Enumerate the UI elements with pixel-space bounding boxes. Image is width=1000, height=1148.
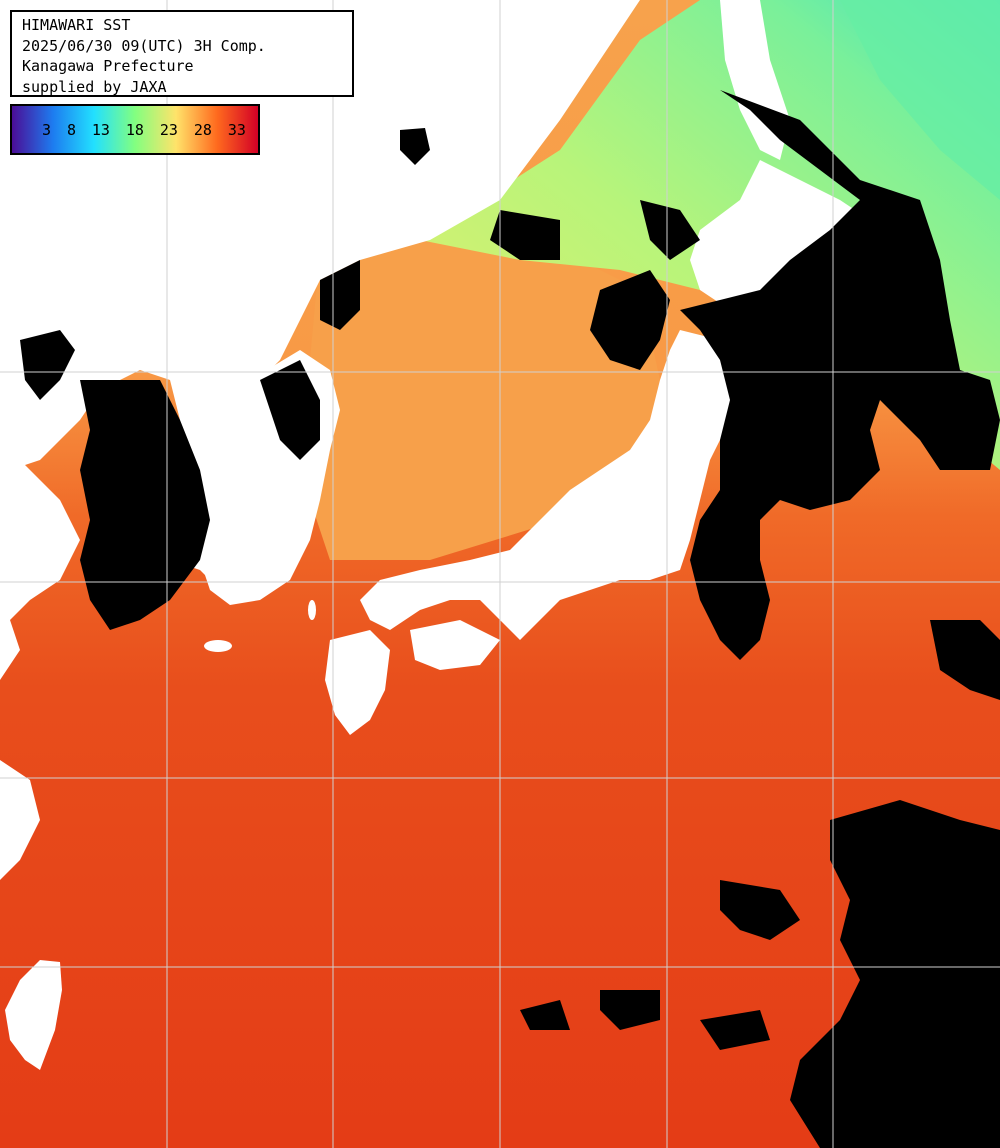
land-honshu (360, 330, 740, 640)
sea-of-japan (300, 230, 660, 560)
info-box: HIMAWARI SST 2025/06/30 09(UTC) 3H Comp.… (10, 10, 354, 97)
colorbar-label: 23 (159, 120, 178, 139)
map-datetime: 2025/06/30 09(UTC) 3H Comp. (22, 36, 266, 55)
land-jeju (204, 640, 232, 652)
colorbar-label: 8 (66, 120, 76, 139)
okhotsk-cool-water (840, 0, 1000, 200)
land-shikoku (410, 620, 500, 670)
land-taiwan (5, 960, 62, 1070)
land-tsushima (308, 600, 316, 620)
land-kyushu (325, 630, 390, 735)
colorbar-label: 28 (193, 120, 212, 139)
map-title: HIMAWARI SST (22, 16, 131, 34)
land-china-coast (0, 460, 80, 880)
map-credit: supplied by JAXA (22, 77, 167, 96)
colorbar-label: 3 (41, 120, 51, 139)
colorbar-label: 33 (227, 120, 246, 139)
land-hokkaido (690, 160, 870, 310)
colorbar-label: 13 (91, 120, 110, 139)
map-organization: Kanagawa Prefecture (22, 57, 194, 75)
temperature-colorbar: 3 8 13 18 23 28 33 (10, 104, 260, 155)
cloud-masks (20, 90, 1000, 1148)
colorbar-label: 18 (125, 120, 144, 139)
